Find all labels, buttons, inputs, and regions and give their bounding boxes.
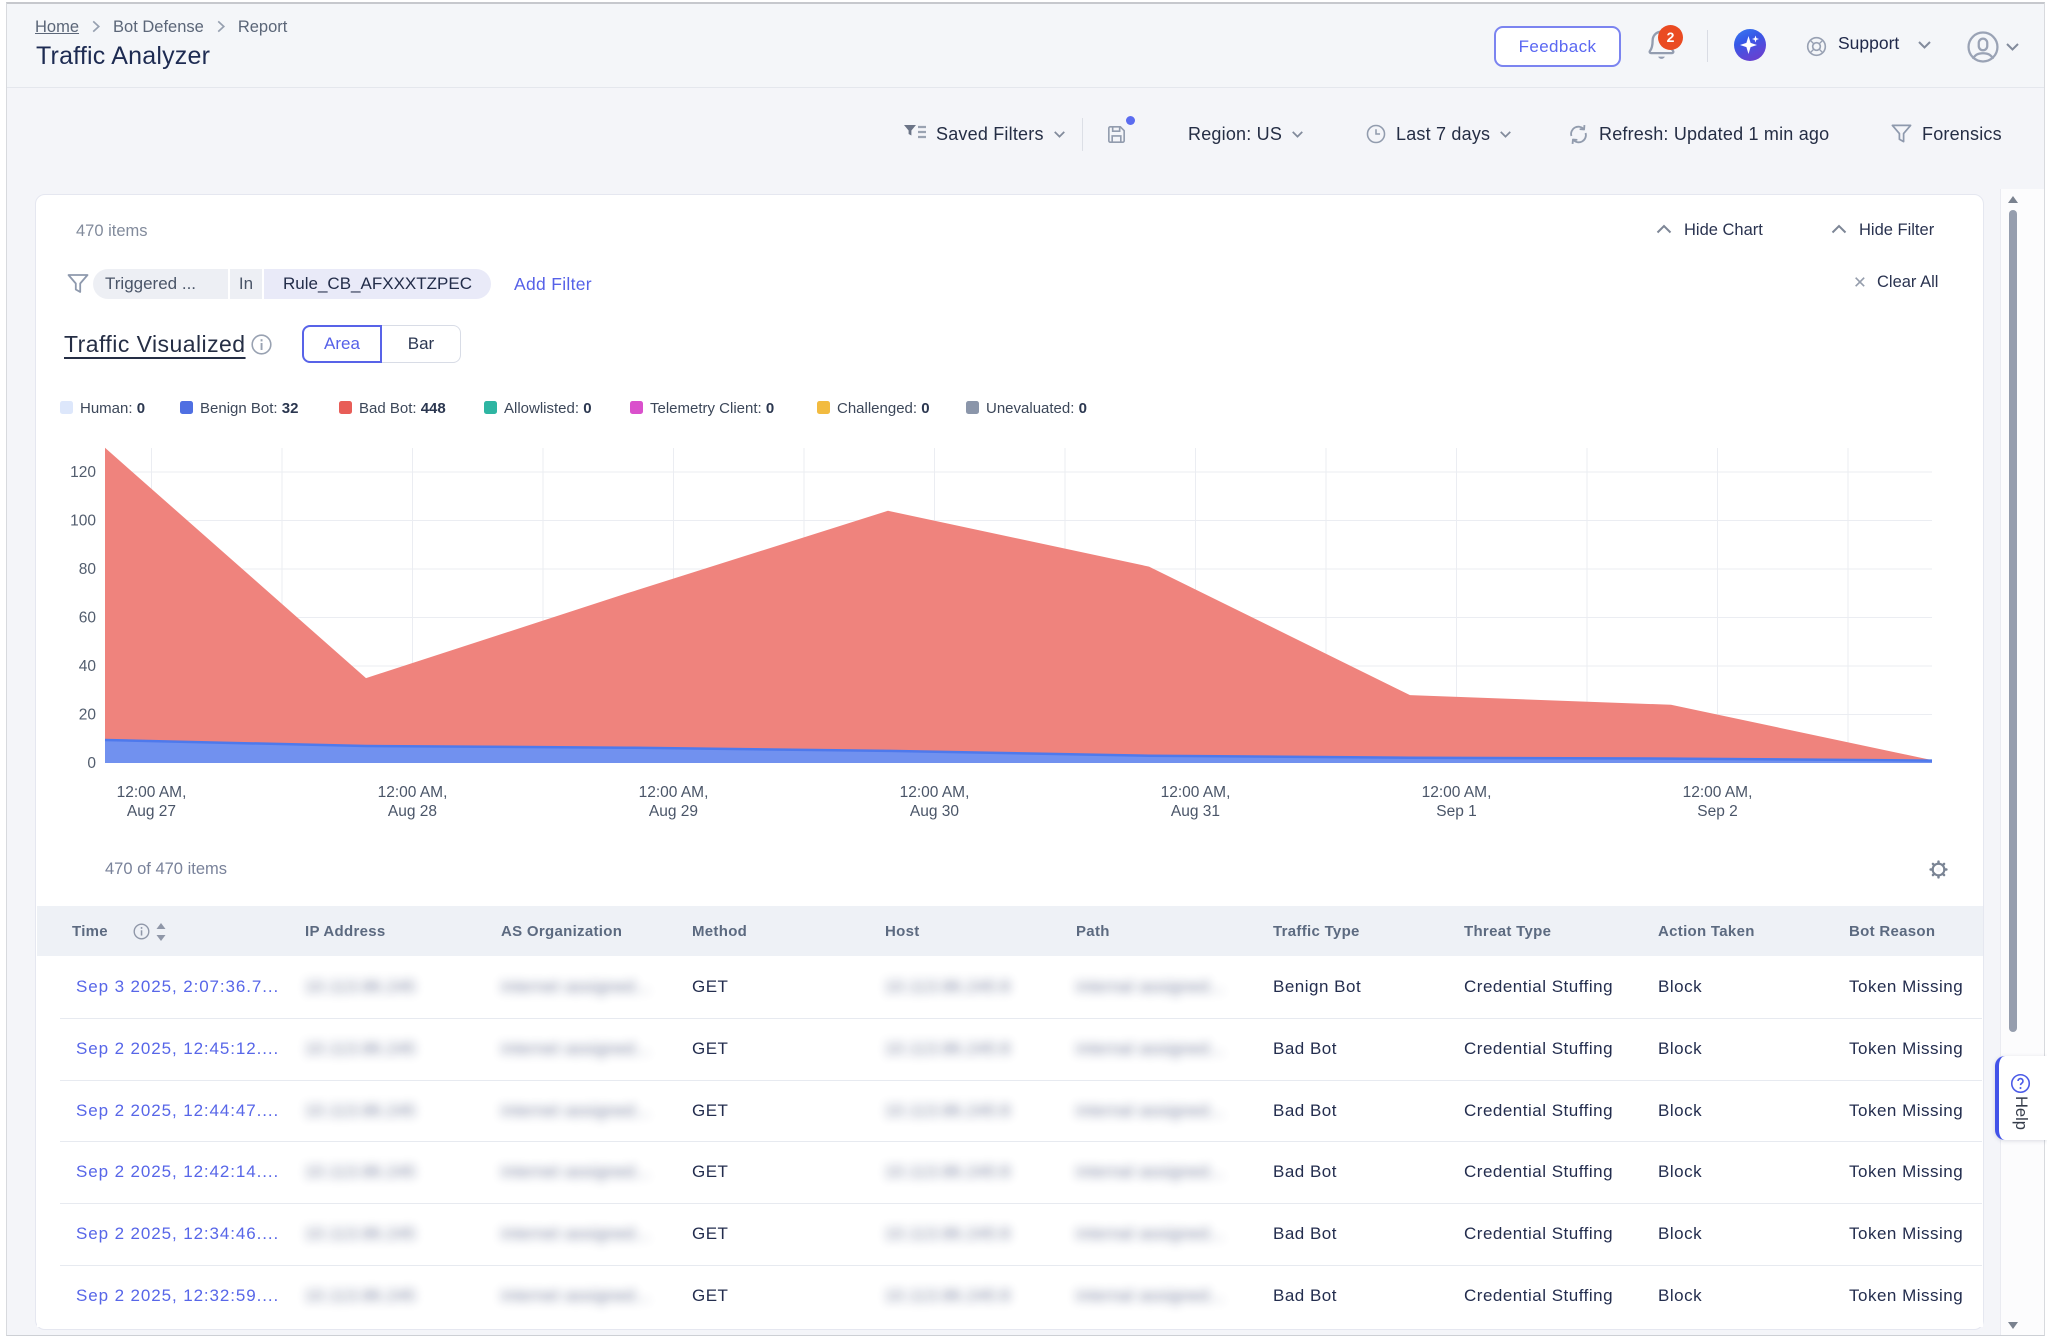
svg-text:Aug 28: Aug 28	[388, 803, 437, 820]
svg-text:Sep 1: Sep 1	[1436, 803, 1477, 820]
svg-text:Aug 30: Aug 30	[910, 803, 960, 820]
svg-text:100: 100	[70, 513, 96, 530]
svg-text:12:00 AM,: 12:00 AM,	[639, 784, 709, 801]
svg-text:Aug 29: Aug 29	[649, 803, 698, 820]
svg-text:Aug 27: Aug 27	[127, 803, 176, 820]
svg-text:12:00 AM,: 12:00 AM,	[900, 784, 970, 801]
svg-text:20: 20	[79, 707, 97, 724]
svg-text:120: 120	[70, 464, 96, 481]
svg-text:12:00 AM,: 12:00 AM,	[117, 784, 187, 801]
svg-text:12:00 AM,: 12:00 AM,	[1422, 784, 1492, 801]
svg-text:12:00 AM,: 12:00 AM,	[1161, 784, 1231, 801]
svg-text:12:00 AM,: 12:00 AM,	[378, 784, 448, 801]
svg-text:60: 60	[79, 610, 97, 627]
svg-text:Aug 31: Aug 31	[1171, 803, 1220, 820]
svg-text:0: 0	[87, 755, 96, 772]
svg-text:80: 80	[79, 561, 97, 578]
svg-text:12:00 AM,: 12:00 AM,	[1683, 784, 1753, 801]
svg-text:Sep 2: Sep 2	[1697, 803, 1738, 820]
svg-text:40: 40	[79, 658, 97, 675]
